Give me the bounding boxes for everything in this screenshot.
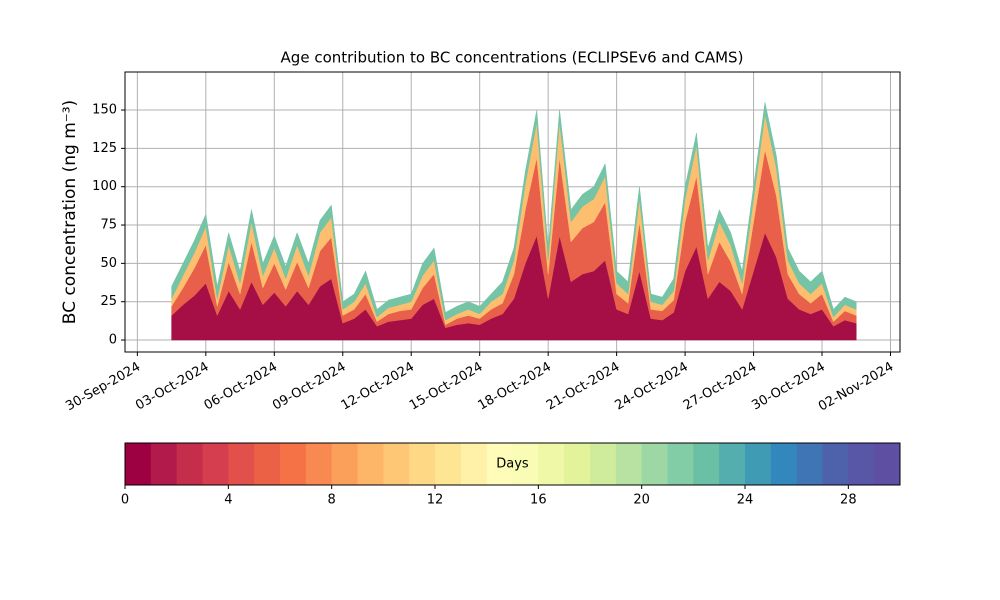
colorbar-swatch <box>796 443 823 485</box>
x-tick-label: 21-Oct-2024 <box>544 360 622 414</box>
colorbar-swatch <box>641 443 668 485</box>
y-tick-label: 100 <box>92 179 117 194</box>
colorbar-swatch <box>435 443 462 485</box>
colorbar-swatch <box>615 443 643 485</box>
y-tick-label: 125 <box>92 141 117 156</box>
colorbar-swatch <box>719 443 746 485</box>
colorbar-swatch <box>667 443 694 485</box>
colorbar-swatch <box>874 443 901 485</box>
colorbar-swatch <box>564 443 591 485</box>
y-tick-label: 150 <box>92 103 117 118</box>
x-tick-label: 15-Oct-2024 <box>407 360 485 414</box>
x-tick-label: 09-Oct-2024 <box>270 360 348 414</box>
colorbar-tick-label: 28 <box>840 493 857 508</box>
plot-frame <box>124 71 901 353</box>
colorbar-swatch <box>305 443 333 485</box>
colorbar-swatch <box>254 443 281 485</box>
area-layer <box>171 102 857 321</box>
colorbar-swatch <box>280 443 307 485</box>
colorbar-swatch <box>745 443 772 485</box>
colorbar-swatch <box>512 443 539 485</box>
colorbar-swatch <box>590 443 617 485</box>
colorbar-frame <box>124 442 901 486</box>
colorbar-tick-label: 16 <box>530 493 547 508</box>
colorbar-swatch <box>176 443 203 485</box>
x-tick-label: 27-Oct-2024 <box>681 360 759 414</box>
colorbar-tick-label: 0 <box>121 493 129 508</box>
y-tick-label: 50 <box>100 256 117 271</box>
colorbar-swatch <box>770 443 798 485</box>
x-tick-label: 02-Nov-2024 <box>816 360 896 415</box>
x-tick-label: 24-Oct-2024 <box>612 360 690 414</box>
colorbar-tick-label: 4 <box>224 493 232 508</box>
colorbar-tick-label: 24 <box>737 493 754 508</box>
x-tick-label: 30-Oct-2024 <box>749 360 827 414</box>
colorbar-swatch <box>822 443 849 485</box>
y-tick-label: 0 <box>109 333 117 348</box>
x-tick-label: 06-Oct-2024 <box>202 360 280 414</box>
colorbar-swatch <box>150 443 178 485</box>
x-tick-label: 03-Oct-2024 <box>133 360 211 414</box>
y-tick-label: 25 <box>100 294 117 309</box>
colorbar-tick-label: 8 <box>328 493 336 508</box>
x-tick-label: 18-Oct-2024 <box>476 360 554 414</box>
colorbar-swatch <box>357 443 384 485</box>
colorbar-tick-label: 12 <box>427 493 444 508</box>
y-tick-label: 75 <box>100 218 117 233</box>
y-axis-label: BC concentration (ng m⁻³) <box>60 100 80 324</box>
colorbar-swatch <box>848 443 875 485</box>
colorbar-swatch <box>486 443 513 485</box>
colorbar-swatch <box>331 443 358 485</box>
colorbar-label: Days <box>496 457 529 472</box>
x-tick-label: 30-Sep-2024 <box>63 360 143 415</box>
colorbar-swatch <box>460 443 488 485</box>
colorbar-swatch <box>202 443 229 485</box>
colorbar-swatch <box>125 443 152 485</box>
chart-title: Age contribution to BC concentrations (E… <box>281 49 744 67</box>
colorbar-tick-label: 20 <box>633 493 650 508</box>
colorbar-swatch <box>228 443 255 485</box>
colorbar-swatch <box>383 443 410 485</box>
colorbar-swatch <box>693 443 720 485</box>
x-tick-label: 12-Oct-2024 <box>339 360 417 414</box>
colorbar-swatch <box>538 443 565 485</box>
colorbar-swatch <box>409 443 436 485</box>
